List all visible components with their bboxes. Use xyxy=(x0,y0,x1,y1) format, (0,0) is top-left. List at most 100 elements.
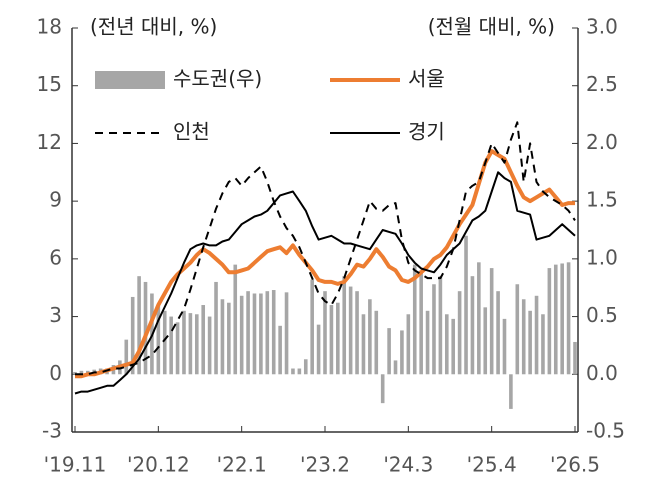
y2-tick-label: 1.0 xyxy=(586,245,618,269)
bar xyxy=(573,341,577,375)
bar xyxy=(425,310,430,375)
bar xyxy=(182,310,186,375)
bar xyxy=(239,295,244,375)
y2-tick-label: 3.0 xyxy=(586,15,618,39)
y2-axis-title: (전월 대비, %) xyxy=(428,15,555,39)
bar xyxy=(303,359,308,375)
y-tick-label: 9 xyxy=(49,188,62,212)
y2-tick-label: 2.0 xyxy=(586,130,618,154)
x-tick-label: '26.5 xyxy=(550,453,600,477)
bar xyxy=(130,296,135,375)
bar xyxy=(553,264,558,375)
y2-tick-label: 2.5 xyxy=(586,72,618,96)
bar xyxy=(207,316,212,375)
y-tick-label: -3 xyxy=(42,419,62,443)
x-tick-label: '23.2 xyxy=(300,453,350,477)
bar xyxy=(284,292,289,375)
bar xyxy=(342,276,347,375)
bar xyxy=(457,291,462,375)
line xyxy=(74,171,576,395)
bar xyxy=(406,314,411,375)
bar xyxy=(361,314,366,375)
y-tick-label: 18 xyxy=(37,15,62,39)
y2-tick-label: 0.5 xyxy=(586,303,618,327)
bar xyxy=(547,268,552,375)
bar xyxy=(156,305,161,375)
legend-label: 수도권(우) xyxy=(173,67,262,91)
bar xyxy=(393,360,398,375)
y2-tick-label: 1.5 xyxy=(586,188,618,212)
bar xyxy=(496,291,500,375)
bar xyxy=(348,286,353,375)
bar xyxy=(419,270,423,375)
bar xyxy=(233,264,238,375)
bar xyxy=(400,330,404,375)
bar xyxy=(432,284,436,375)
bar xyxy=(124,339,129,375)
bar xyxy=(502,318,507,375)
legend-swatch xyxy=(95,71,165,89)
bar xyxy=(534,295,539,375)
y2-tick-label: 0.0 xyxy=(586,361,618,385)
bar xyxy=(79,370,84,375)
bar xyxy=(355,291,359,375)
y-tick-label: 12 xyxy=(37,130,62,154)
y-tick-label: 0 xyxy=(49,361,62,385)
bar xyxy=(541,314,545,375)
bar xyxy=(521,299,526,375)
bar xyxy=(374,310,379,375)
bar xyxy=(162,310,167,375)
bar xyxy=(387,328,391,375)
y-tick-label: 15 xyxy=(37,72,62,96)
legend-label: 서울 xyxy=(408,67,445,91)
bar xyxy=(509,374,513,409)
bar xyxy=(214,281,218,375)
legend-label: 경기 xyxy=(408,120,445,144)
bar xyxy=(438,276,443,375)
bar xyxy=(380,374,385,404)
x-tick-label: '22.1 xyxy=(217,453,267,477)
legend-label: 인천 xyxy=(173,120,210,144)
bar xyxy=(297,368,302,375)
bar xyxy=(246,291,250,375)
bar xyxy=(73,371,77,375)
bar xyxy=(265,291,270,375)
bar xyxy=(137,276,141,375)
bar xyxy=(451,318,456,375)
bar xyxy=(291,368,295,375)
bar xyxy=(477,262,481,375)
bar xyxy=(175,322,180,375)
bar xyxy=(310,279,314,375)
x-tick-label: '24.3 xyxy=(383,453,433,477)
bar xyxy=(483,307,488,375)
bar xyxy=(329,305,334,375)
bar xyxy=(201,305,206,375)
bar xyxy=(220,299,225,375)
bar xyxy=(323,291,327,375)
bar xyxy=(252,293,257,375)
bar xyxy=(259,293,263,375)
y-axis-title: (전년 대비, %) xyxy=(90,15,217,39)
bar xyxy=(412,264,417,375)
line xyxy=(75,121,576,376)
bar xyxy=(444,314,449,375)
x-tick-label: '25.4 xyxy=(467,453,517,477)
bar xyxy=(489,268,494,375)
bar xyxy=(470,276,475,375)
bar xyxy=(194,314,199,375)
bar xyxy=(316,324,321,375)
bar xyxy=(464,235,468,375)
line xyxy=(75,149,575,379)
bar xyxy=(560,263,564,375)
x-tick-label: '20.12 xyxy=(127,453,190,477)
bar xyxy=(278,325,282,375)
bar xyxy=(169,316,173,375)
bar xyxy=(143,281,148,375)
bar xyxy=(368,299,372,375)
bar xyxy=(336,302,340,375)
bar xyxy=(227,302,231,375)
y2-tick-label: -0.5 xyxy=(586,419,625,443)
bar xyxy=(515,284,520,375)
bar xyxy=(271,290,276,375)
